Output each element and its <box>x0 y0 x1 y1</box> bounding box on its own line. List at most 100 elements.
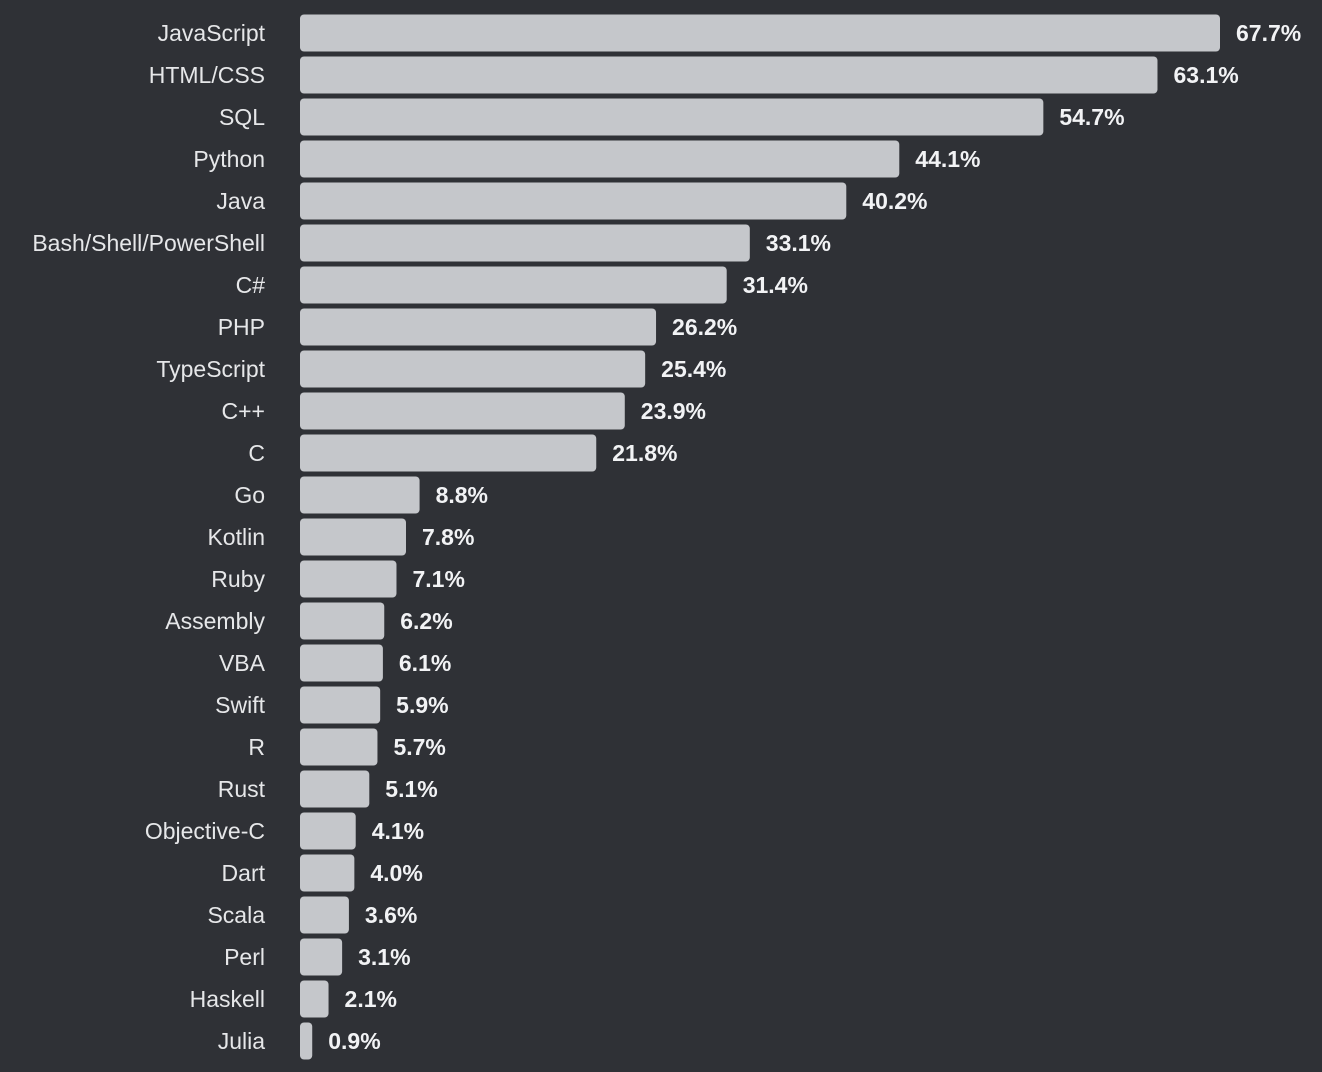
value-label: 4.0% <box>370 860 422 886</box>
bar <box>300 854 355 892</box>
bar-row: Java 40.2% <box>216 182 928 220</box>
value-label: 26.2% <box>672 314 737 340</box>
value-label: 67.7% <box>1236 20 1301 46</box>
value-label: 40.2% <box>862 188 927 214</box>
bar <box>300 434 597 472</box>
value-label: 44.1% <box>915 146 980 172</box>
category-label: Perl <box>224 944 265 970</box>
category-label: Swift <box>215 692 265 718</box>
bar-row: JavaScript 67.7% <box>158 14 1301 52</box>
category-label: Rust <box>218 776 266 802</box>
category-label: Julia <box>218 1028 266 1054</box>
bar-row: Haskell 2.1% <box>190 980 397 1018</box>
category-label: TypeScript <box>156 356 265 382</box>
value-label: 6.1% <box>399 650 451 676</box>
category-label: HTML/CSS <box>149 62 265 88</box>
bar <box>300 224 750 262</box>
category-label: Haskell <box>190 986 265 1012</box>
category-label: Assembly <box>165 608 265 634</box>
bar-row: Kotlin 7.8% <box>207 518 474 556</box>
bar <box>300 14 1220 52</box>
category-label: JavaScript <box>158 20 266 46</box>
value-label: 21.8% <box>612 440 677 466</box>
category-label: Scala <box>207 902 265 928</box>
bar <box>300 686 381 724</box>
bar-row: Swift 5.9% <box>215 686 449 724</box>
bar <box>300 644 383 682</box>
bar-row: C 21.8% <box>248 434 677 472</box>
category-label: Objective-C <box>145 818 265 844</box>
bar <box>300 602 385 640</box>
value-label: 2.1% <box>345 986 397 1012</box>
category-label: Ruby <box>211 566 265 592</box>
bar-row: HTML/CSS 63.1% <box>149 56 1239 94</box>
bars-group: JavaScript 67.7% HTML/CSS 63.1% SQL 54.7% Pyth… <box>32 14 1301 1060</box>
bar <box>300 770 370 808</box>
bar <box>300 896 349 934</box>
bar-row: C++ 23.9% <box>222 392 706 430</box>
bar-row: Rust 5.1% <box>218 770 438 808</box>
bar-row: Python 44.1% <box>193 140 981 178</box>
value-label: 5.7% <box>393 734 445 760</box>
category-label: Kotlin <box>207 524 265 550</box>
value-label: 4.1% <box>372 818 424 844</box>
value-label: 25.4% <box>661 356 726 382</box>
bar <box>300 98 1044 136</box>
category-label: VBA <box>219 650 266 676</box>
category-label: Python <box>193 146 265 172</box>
bar-row: Scala 3.6% <box>207 896 417 934</box>
value-label: 3.1% <box>358 944 410 970</box>
bar <box>300 266 727 304</box>
bar-row: R 5.7% <box>248 728 446 766</box>
value-label: 3.6% <box>365 902 417 928</box>
bar <box>300 350 646 388</box>
category-label: Dart <box>222 860 266 886</box>
value-label: 6.2% <box>400 608 452 634</box>
bar-row: SQL 54.7% <box>219 98 1125 136</box>
value-label: 5.9% <box>396 692 448 718</box>
bar-row: VBA 6.1% <box>219 644 451 682</box>
category-label: R <box>248 734 265 760</box>
value-label: 33.1% <box>766 230 831 256</box>
bar-row: TypeScript 25.4% <box>156 350 726 388</box>
bar <box>300 476 420 514</box>
value-label: 54.7% <box>1059 104 1124 130</box>
bar-row: Dart 4.0% <box>222 854 423 892</box>
bar-row: Julia 0.9% <box>218 1022 381 1060</box>
bar <box>300 1022 313 1060</box>
bar <box>300 728 378 766</box>
category-label: Bash/Shell/PowerShell <box>32 230 265 256</box>
category-label: Java <box>216 188 265 214</box>
category-label: C# <box>236 272 266 298</box>
bar-row: Ruby 7.1% <box>211 560 465 598</box>
bar-row: C# 31.4% <box>236 266 808 304</box>
bar <box>300 56 1158 94</box>
bar-row: Objective-C 4.1% <box>145 812 424 850</box>
bar <box>300 182 847 220</box>
bar-row: Bash/Shell/PowerShell 33.1% <box>32 224 831 262</box>
category-label: C <box>248 440 265 466</box>
value-label: 7.1% <box>412 566 464 592</box>
bar <box>300 938 343 976</box>
value-label: 5.1% <box>385 776 437 802</box>
category-label: C++ <box>222 398 265 424</box>
value-label: 0.9% <box>328 1028 380 1054</box>
bar <box>300 518 406 556</box>
bar <box>300 140 900 178</box>
bar <box>300 308 657 346</box>
value-label: 63.1% <box>1173 62 1238 88</box>
value-label: 31.4% <box>743 272 808 298</box>
bar-row: Assembly 6.2% <box>165 602 453 640</box>
bar <box>300 392 625 430</box>
bar <box>300 980 329 1018</box>
category-label: Go <box>234 482 265 508</box>
value-label: 23.9% <box>641 398 706 424</box>
bar <box>300 560 397 598</box>
value-label: 7.8% <box>422 524 474 550</box>
category-label: SQL <box>219 104 265 130</box>
bar-row: Go 8.8% <box>234 476 488 514</box>
category-label: PHP <box>218 314 265 340</box>
bar <box>300 812 356 850</box>
